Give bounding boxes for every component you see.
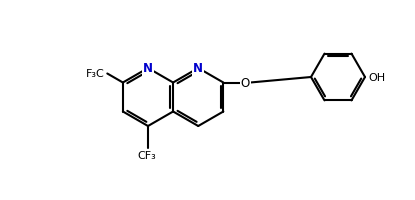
Text: CF₃: CF₃	[138, 150, 156, 160]
Text: OH: OH	[368, 73, 385, 83]
Text: N: N	[143, 62, 153, 75]
Text: N: N	[193, 62, 203, 75]
Text: F₃C: F₃C	[85, 69, 104, 79]
Text: O: O	[241, 77, 250, 90]
